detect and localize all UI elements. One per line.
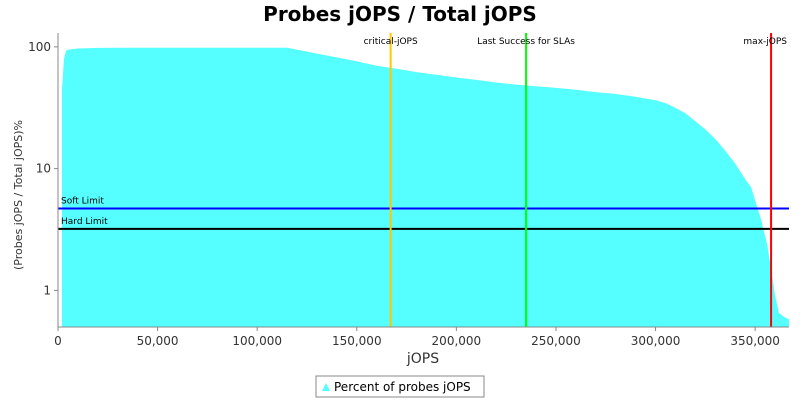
- vline-marker-label-1: Last Success for SLAs: [477, 37, 575, 47]
- y-tick-label: 1: [43, 283, 51, 297]
- x-tick-label: 300,000: [631, 334, 681, 348]
- legend-entry: Percent of probes jOPS: [334, 380, 471, 394]
- legend: Percent of probes jOPS: [315, 375, 485, 398]
- marker-layer: Soft Limit Hard Limit critical-jOPS Last Su…: [58, 33, 789, 327]
- hline-marker-label-1: Hard Limit: [61, 217, 108, 227]
- legend-box: [315, 375, 485, 398]
- y-axis-ticks: 1 10 100: [28, 40, 58, 297]
- x-axis-title: jOPS: [406, 351, 439, 367]
- chart-title: Probes jOPS / Total jOPS: [263, 2, 537, 26]
- area-series-0: [62, 47, 789, 327]
- x-tick-label: 200,000: [432, 334, 482, 348]
- x-axis-ticks: 0 50,000 100,000 150,000 200,000 250,000 300,0…: [54, 327, 780, 348]
- x-tick-label: 0: [54, 334, 62, 348]
- y-tick-label: 100: [28, 40, 51, 54]
- area-layer: [62, 47, 789, 327]
- legend-swatch-icon: [322, 383, 330, 391]
- x-tick-label: 350,000: [730, 334, 780, 348]
- x-tick-label: 100,000: [232, 334, 282, 348]
- x-tick-label: 50,000: [137, 334, 179, 348]
- x-tick-label: 150,000: [332, 334, 382, 348]
- y-axis-title: (Probes jOPS / Total jOPS)%: [12, 120, 25, 270]
- vline-marker-label-0: critical-jOPS: [364, 37, 418, 47]
- y-tick-label: 10: [36, 162, 51, 176]
- vline-marker-label-2: max-jOPS: [743, 37, 787, 47]
- hline-marker-label-0: Soft Limit: [61, 197, 104, 207]
- x-tick-label: 250,000: [531, 334, 581, 348]
